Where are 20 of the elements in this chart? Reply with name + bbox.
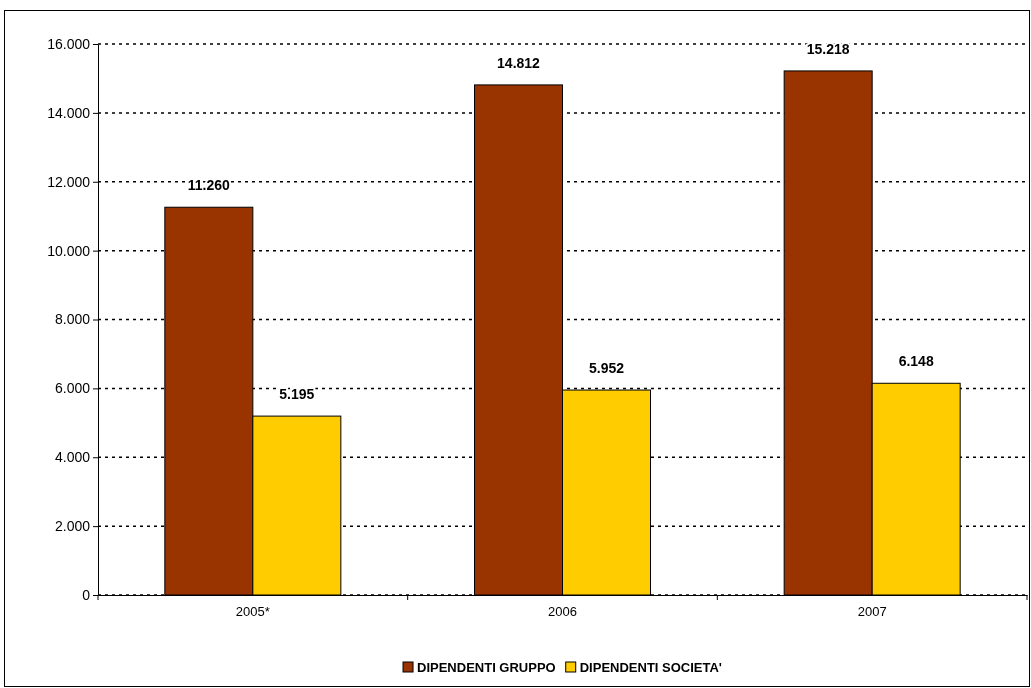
y-tick-label: 2.000 xyxy=(54,518,91,535)
data-label: 6.148 xyxy=(898,353,934,370)
y-tick-label: 16.000 xyxy=(47,35,91,52)
y-tick-label: 14.000 xyxy=(47,104,91,121)
data-label: 5.195 xyxy=(279,386,315,403)
data-label: 11.260 xyxy=(187,177,231,194)
x-tick-label: 2005* xyxy=(235,604,270,620)
x-tick-label: 2006 xyxy=(548,604,577,620)
data-label: 14.812 xyxy=(497,54,541,71)
legend-label: DIPENDENTI GRUPPO xyxy=(417,660,556,675)
y-tick-label: 6.000 xyxy=(54,380,91,397)
y-tick-label: 4.000 xyxy=(54,449,91,466)
y-tick-label: 0 xyxy=(82,586,91,603)
data-label: 15.218 xyxy=(806,40,850,57)
x-tick-label: 2007 xyxy=(857,604,887,620)
y-tick-label: 12.000 xyxy=(47,173,91,190)
y-tick-label: 8.000 xyxy=(54,311,91,328)
data-label: 5.952 xyxy=(588,360,625,377)
legend-label: DIPENDENTI SOCIETA' xyxy=(579,660,722,675)
y-tick-label: 10.000 xyxy=(47,242,91,259)
